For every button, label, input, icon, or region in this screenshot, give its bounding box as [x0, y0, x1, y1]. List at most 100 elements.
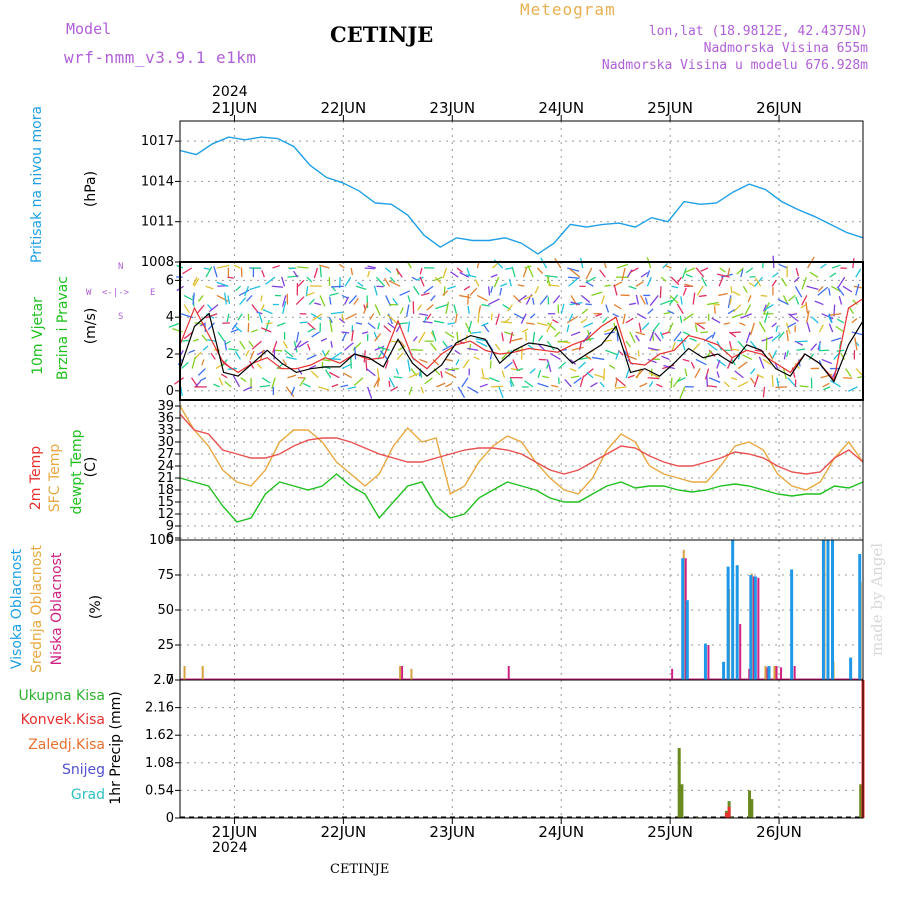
wind-barb [762, 386, 766, 398]
wind-barb [501, 332, 504, 342]
wind-barb [489, 377, 500, 383]
wind-barb [795, 296, 800, 305]
wind-barb [531, 297, 535, 305]
wind-barb [744, 304, 752, 316]
wind-barb [341, 294, 349, 299]
wind-barb [297, 279, 305, 287]
wind-barb [445, 382, 453, 388]
wind-barb [353, 377, 364, 386]
product-title: Meteogram [520, 0, 616, 19]
cloud-mid-bar [410, 668, 413, 680]
wind-barb [613, 322, 617, 331]
day-label-bottom: 21JUN [212, 823, 258, 841]
wind-barb [357, 281, 364, 287]
wind-barb [831, 264, 841, 269]
wind-barb [625, 317, 634, 324]
wind-barb [251, 329, 258, 333]
wind-barb [205, 285, 214, 290]
wind-barb [782, 295, 789, 305]
wind-barb [216, 294, 229, 302]
wind-barb [188, 349, 196, 354]
wind-barb [509, 331, 514, 344]
compass-n: N [118, 262, 124, 272]
wind-barb [700, 267, 709, 272]
temp-tick-label: 18 [157, 483, 174, 498]
wind-barb [793, 276, 800, 283]
wind-barb [684, 368, 688, 377]
wind-barb [331, 383, 339, 388]
wind-barb [549, 352, 561, 360]
wind-barb [293, 340, 298, 353]
wind-barb [261, 269, 265, 278]
wind-barb [838, 295, 843, 305]
wind-barb [647, 308, 654, 315]
wind-barb [771, 349, 778, 360]
wind-barb [491, 385, 503, 388]
wind-barb [433, 320, 445, 324]
day-label-bottom: 26JUN [756, 823, 802, 841]
wind-barb [399, 307, 404, 314]
cloud-tick-label: 100 [149, 533, 174, 548]
wind-barb [719, 267, 726, 273]
wind-panel-border [179, 261, 864, 401]
wind-barb [490, 286, 494, 293]
wind-barb [489, 352, 493, 360]
wind-barb [194, 322, 203, 325]
wind-barb [312, 313, 323, 321]
wind-barb [679, 386, 686, 399]
wind-barb [718, 292, 728, 297]
wind-barb [772, 272, 779, 278]
wind-barb [180, 386, 183, 396]
wind-barb [835, 325, 845, 333]
wind-barb [570, 331, 581, 337]
wind-barb [245, 349, 250, 357]
precip-total-bar [750, 799, 754, 818]
wind-barb [842, 285, 853, 293]
cloud-mid-bar [764, 666, 767, 680]
wind-barb [546, 359, 552, 372]
wind-barb [466, 274, 477, 278]
wind-barb [249, 285, 261, 291]
wind-barb [583, 322, 594, 328]
wind-barb [568, 278, 578, 287]
wind-barb [742, 354, 753, 361]
wind-barb [467, 305, 470, 314]
wind-barb [295, 296, 305, 306]
wind-barb [855, 283, 860, 296]
wind-barb [228, 348, 239, 351]
wind-barb [635, 294, 640, 305]
wind-barb [730, 286, 733, 294]
wind-barb [423, 285, 434, 294]
wind-barb [800, 304, 807, 309]
wind-barb [554, 331, 561, 338]
model-altitude-text: Nadmorska Visina u modelu 676.928m [601, 58, 868, 73]
cloud-low-bar [684, 558, 687, 680]
wind-barb [347, 386, 357, 390]
wind-barb [217, 331, 225, 342]
wind-barb [822, 382, 830, 388]
wind-barb [604, 331, 615, 335]
temp-tick-label: 21 [157, 471, 174, 486]
wind-barb [273, 349, 276, 360]
wind-barb [447, 322, 456, 325]
wind-barb [581, 308, 589, 315]
wind-barb [310, 370, 319, 379]
wind-barb [656, 383, 663, 388]
wind-barb [426, 304, 434, 311]
wind-barb [251, 340, 262, 350]
cloud-high-bar [821, 540, 825, 680]
wind-barb [208, 304, 219, 313]
wind-barb [654, 332, 662, 342]
wind-barb [234, 351, 241, 360]
wind-barb [476, 340, 488, 348]
wind-barb [726, 358, 733, 369]
wind-barb [605, 304, 610, 313]
wind-barb [648, 381, 654, 388]
wind-barb [508, 278, 512, 287]
wind-barb [234, 325, 243, 333]
cloud-mid-bar [183, 666, 186, 680]
wind-barb [355, 322, 363, 325]
wind-barb [649, 295, 659, 306]
wind-barb [341, 363, 352, 370]
wind-barb [481, 322, 489, 327]
